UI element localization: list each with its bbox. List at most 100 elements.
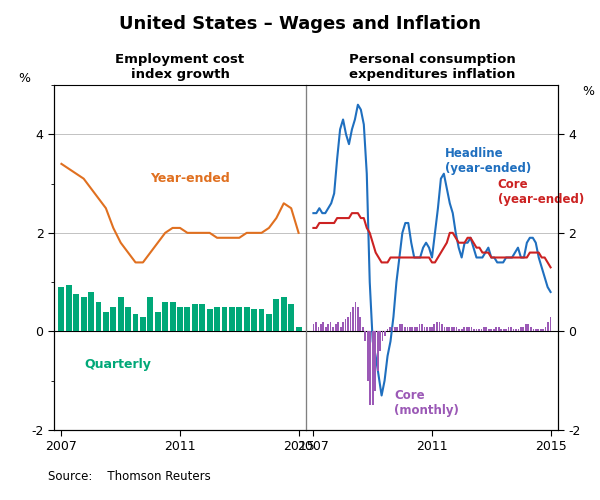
Bar (454, 326, 455, 332)
Y-axis label: %: % (18, 72, 30, 85)
Bar (463, 326, 465, 332)
Bar (419, 324, 421, 332)
Bar (80, 297, 86, 332)
Y-axis label: %: % (582, 85, 594, 98)
Bar (236, 307, 242, 332)
Bar (389, 326, 391, 332)
Bar (155, 312, 161, 332)
Bar (320, 324, 322, 332)
Bar (461, 329, 463, 332)
Bar (386, 329, 388, 332)
Bar (288, 304, 294, 332)
Bar (162, 302, 168, 332)
Bar (478, 329, 480, 332)
Bar (170, 302, 176, 332)
Bar (344, 319, 346, 332)
Bar (364, 332, 366, 342)
Bar (448, 326, 450, 332)
Text: United States – Wages and Inflation: United States – Wages and Inflation (119, 15, 481, 33)
Bar (221, 307, 227, 332)
Bar (95, 302, 101, 332)
Bar (424, 326, 425, 332)
Bar (315, 322, 317, 332)
Bar (206, 309, 212, 332)
Bar (545, 326, 547, 332)
Bar (488, 329, 490, 332)
Bar (399, 324, 401, 332)
Text: Core
(monthly): Core (monthly) (394, 388, 459, 416)
Bar (392, 326, 394, 332)
Bar (66, 284, 72, 332)
Bar (483, 326, 485, 332)
Text: Core
(year-ended): Core (year-ended) (497, 178, 584, 206)
Bar (103, 312, 109, 332)
Bar (125, 307, 131, 332)
Bar (133, 314, 139, 332)
Bar (523, 326, 524, 332)
Text: Headline
(year-ended): Headline (year-ended) (445, 147, 531, 175)
Bar (377, 332, 379, 371)
Bar (451, 326, 453, 332)
Bar (547, 322, 549, 332)
Bar (404, 326, 406, 332)
Bar (322, 322, 324, 332)
Bar (431, 326, 433, 332)
Bar (397, 326, 398, 332)
Bar (372, 332, 374, 406)
Bar (520, 326, 522, 332)
Bar (525, 324, 527, 332)
Bar (537, 329, 539, 332)
Bar (485, 326, 487, 332)
Bar (335, 324, 337, 332)
Bar (498, 326, 500, 332)
Bar (416, 326, 418, 332)
Bar (357, 307, 359, 332)
Bar (382, 332, 383, 342)
Bar (510, 326, 512, 332)
Bar (550, 316, 551, 332)
Bar (58, 287, 64, 332)
Bar (433, 324, 435, 332)
Bar (466, 326, 467, 332)
Bar (542, 329, 544, 332)
Bar (476, 329, 478, 332)
Bar (374, 332, 376, 390)
Text: Quarterly: Quarterly (84, 358, 151, 371)
Bar (148, 297, 154, 332)
Bar (493, 329, 494, 332)
Bar (473, 329, 475, 332)
Bar (313, 324, 314, 332)
Bar (468, 326, 470, 332)
Bar (443, 326, 445, 332)
Bar (508, 326, 509, 332)
Bar (456, 326, 457, 332)
Bar (244, 307, 250, 332)
Bar (350, 312, 352, 332)
Bar (296, 326, 302, 332)
Bar (325, 326, 327, 332)
Bar (401, 324, 403, 332)
Title: Personal consumption
expenditures inflation: Personal consumption expenditures inflat… (349, 53, 515, 81)
Bar (411, 326, 413, 332)
Bar (407, 326, 408, 332)
Bar (192, 304, 198, 332)
Bar (110, 307, 116, 332)
Bar (330, 322, 331, 332)
Bar (140, 316, 146, 332)
Bar (347, 316, 349, 332)
Bar (500, 329, 502, 332)
Bar (441, 324, 443, 332)
Bar (409, 326, 410, 332)
Bar (394, 326, 396, 332)
Bar (359, 316, 361, 332)
Bar (342, 322, 344, 332)
Bar (446, 326, 448, 332)
Bar (540, 329, 542, 332)
Bar (229, 307, 235, 332)
Text: Source:    Thomson Reuters: Source: Thomson Reuters (48, 470, 211, 483)
Bar (512, 329, 514, 332)
Bar (367, 332, 368, 380)
Bar (470, 326, 472, 332)
Bar (355, 302, 356, 332)
Bar (259, 309, 265, 332)
